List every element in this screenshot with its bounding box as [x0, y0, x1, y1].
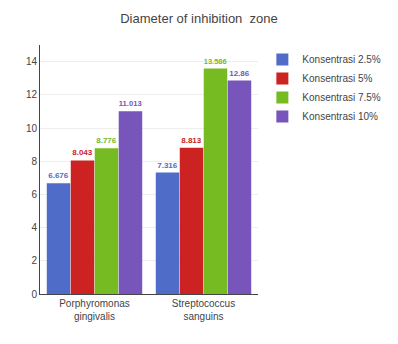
svg-text:2: 2: [31, 255, 37, 266]
svg-text:8.813: 8.813: [181, 136, 202, 145]
svg-text:Konsentrasi 2.5%: Konsentrasi 2.5%: [302, 54, 380, 65]
svg-text:13.586: 13.586: [204, 57, 227, 66]
svg-text:0: 0: [31, 289, 37, 300]
svg-text:12.86: 12.86: [229, 69, 250, 78]
svg-text:Porphyromonasgingivalis: Porphyromonasgingivalis: [59, 298, 130, 322]
svg-text:8.776: 8.776: [96, 136, 117, 145]
svg-text:6.676: 6.676: [48, 171, 69, 180]
svg-text:10: 10: [26, 123, 38, 134]
svg-text:7.316: 7.316: [157, 161, 178, 170]
svg-text:14: 14: [26, 56, 38, 67]
svg-text:12: 12: [26, 89, 38, 100]
svg-text:Diameter of inhibition zone: Diameter of inhibition zone: [120, 11, 278, 26]
svg-text:4: 4: [31, 222, 37, 233]
svg-text:Konsentrasi 10%: Konsentrasi 10%: [302, 111, 378, 122]
svg-text:Konsentrasi 7.5%: Konsentrasi 7.5%: [302, 92, 380, 103]
svg-text:Konsentrasi 5%: Konsentrasi 5%: [302, 73, 372, 84]
svg-text:8.043: 8.043: [72, 148, 93, 157]
svg-text:6: 6: [31, 189, 37, 200]
svg-text:8: 8: [31, 156, 37, 167]
svg-text:Streptococcussanguins: Streptococcussanguins: [172, 298, 235, 322]
svg-text:11.013: 11.013: [119, 99, 142, 108]
